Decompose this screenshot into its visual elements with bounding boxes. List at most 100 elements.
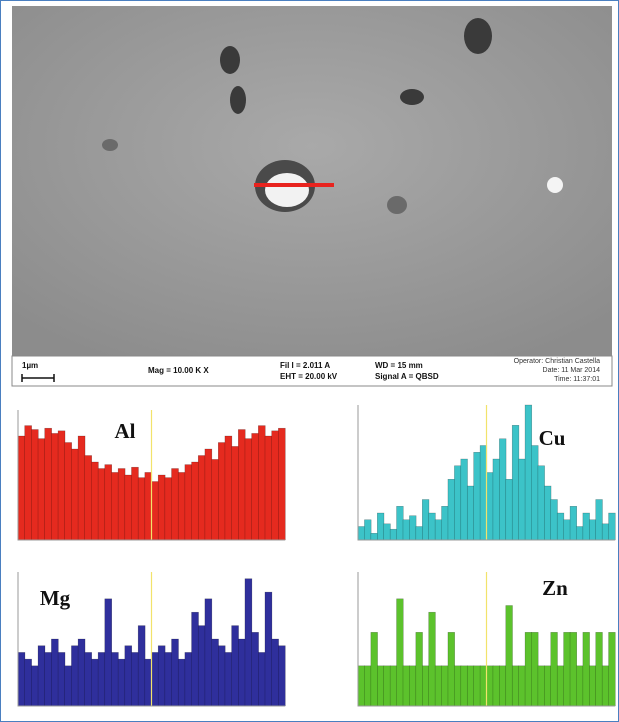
bar [71, 448, 79, 541]
bar [447, 632, 455, 707]
chart-title: Mg [40, 586, 71, 610]
bar [117, 658, 126, 707]
bar [264, 435, 273, 541]
bar [479, 445, 488, 541]
bar [505, 479, 513, 541]
bar [377, 512, 385, 541]
bar [97, 652, 106, 707]
bar [131, 652, 139, 707]
bar [396, 598, 404, 707]
bar [582, 632, 590, 707]
bar [44, 652, 52, 707]
bar [357, 665, 365, 707]
bar [31, 665, 39, 707]
bar [37, 438, 46, 541]
bar [17, 652, 26, 707]
bar [77, 435, 86, 541]
bar [544, 485, 552, 541]
bar [137, 477, 146, 541]
axis [17, 410, 285, 541]
bar [524, 632, 533, 707]
bar [244, 438, 253, 541]
bar [569, 632, 578, 707]
bar [537, 665, 545, 707]
bar [177, 658, 186, 707]
bar [137, 625, 146, 707]
bar [71, 645, 79, 707]
bar [258, 652, 266, 707]
bar [24, 425, 32, 541]
bar [511, 425, 520, 541]
bar [224, 652, 233, 707]
bar [144, 658, 153, 707]
bar [601, 523, 610, 541]
bar [422, 665, 430, 707]
bar [124, 474, 133, 541]
bar [595, 499, 603, 541]
bar [17, 435, 26, 541]
bar [499, 665, 507, 707]
bar [370, 632, 378, 707]
bar [582, 512, 590, 541]
bar [518, 665, 526, 707]
bar [64, 665, 72, 707]
bar [428, 512, 436, 541]
bar [563, 519, 571, 541]
fil: Fil I = 2.011 A [280, 361, 330, 370]
bar [531, 445, 539, 541]
bar [357, 526, 365, 541]
bar [91, 658, 99, 707]
info-bar [11, 355, 613, 387]
bar [258, 425, 266, 541]
bar [486, 665, 494, 707]
bar [197, 625, 206, 707]
bar [563, 632, 571, 707]
bar [409, 515, 417, 541]
bar [518, 458, 526, 541]
bar [576, 665, 584, 707]
wd: WD = 15 mm [375, 361, 423, 370]
bar [608, 512, 616, 541]
bar [595, 632, 603, 707]
bar [97, 468, 106, 541]
bar [434, 519, 443, 541]
bar [64, 442, 72, 541]
bar [238, 429, 246, 541]
bar [447, 479, 455, 541]
bar [531, 632, 539, 707]
bar [204, 598, 213, 707]
bar [402, 519, 410, 541]
bar [364, 519, 372, 541]
bar [104, 598, 113, 707]
bar [31, 429, 39, 541]
signal: Signal A = QBSD [375, 372, 439, 381]
date: Date: 11 Mar 2014 [543, 367, 601, 374]
bar [131, 466, 139, 541]
bar [415, 632, 423, 707]
bar [505, 605, 513, 707]
chart-title: Cu [539, 426, 566, 450]
bar [151, 481, 159, 541]
bar [84, 652, 92, 707]
bar [117, 468, 126, 541]
axis [357, 405, 615, 541]
operator: Operator: Christian Castella [514, 358, 600, 365]
bar [91, 461, 99, 541]
bar [104, 464, 113, 541]
bar [218, 645, 226, 707]
time: Time: 11:37:01 [554, 376, 600, 383]
bar [460, 665, 468, 707]
bar [264, 591, 273, 707]
bar [422, 499, 430, 541]
bar [164, 652, 173, 707]
bar [51, 638, 59, 707]
bar [238, 638, 246, 707]
mag: Mag = 10.00 K X [148, 366, 209, 375]
bar [389, 665, 398, 707]
bar [191, 461, 199, 541]
bar [569, 506, 578, 541]
bar [111, 652, 119, 707]
bar [550, 499, 558, 541]
bar [57, 652, 66, 707]
